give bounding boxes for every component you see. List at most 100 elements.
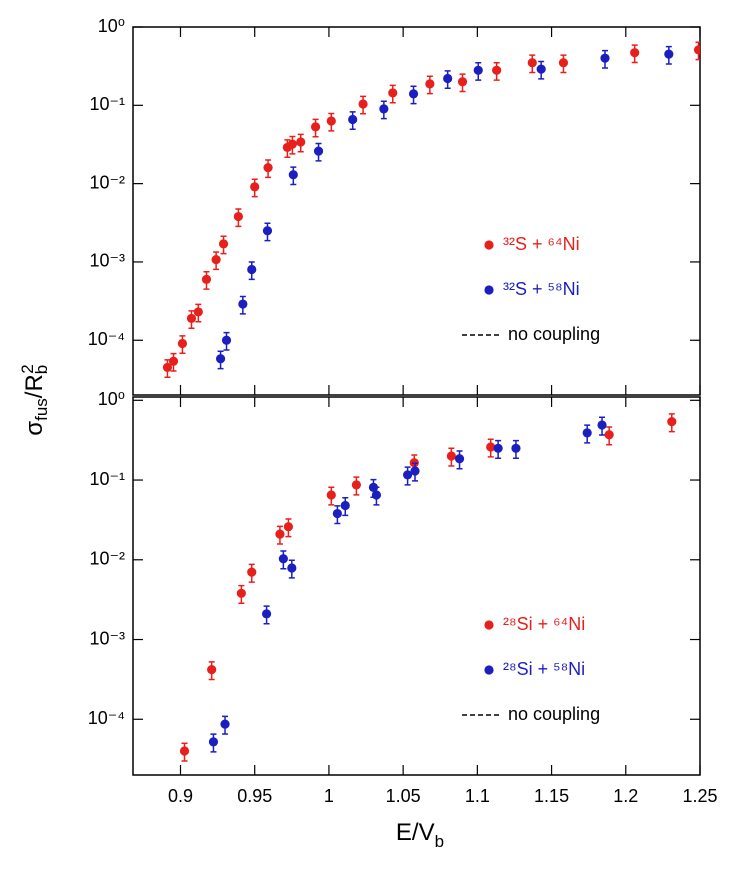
legend-label: no coupling <box>508 324 600 344</box>
data-point <box>332 508 342 519</box>
y-tick-label: 10⁻¹ <box>89 94 125 114</box>
data-point <box>278 554 288 564</box>
y-axis-label-part: /R <box>21 374 48 398</box>
data-point <box>664 49 674 59</box>
data-point <box>262 226 273 236</box>
data-point <box>402 470 413 480</box>
data-point <box>310 122 321 132</box>
data-point <box>247 264 257 275</box>
data-point <box>177 338 188 349</box>
x-tick-label: 1.2 <box>613 786 638 806</box>
data-point <box>600 53 610 63</box>
legend-label: ³²S + ⁵⁸Ni <box>503 279 580 299</box>
data-point <box>261 609 272 619</box>
plot-area <box>162 41 700 378</box>
legend-label: ³²S + ⁶⁴Ni <box>503 234 580 254</box>
y-tick-label: 10⁻² <box>89 172 125 192</box>
x-tick-label: 1.15 <box>534 786 569 806</box>
legend-swatch <box>484 665 494 675</box>
plot-frame <box>132 396 701 776</box>
data-point <box>486 442 496 452</box>
data-point <box>220 719 230 729</box>
data-point <box>379 104 389 114</box>
data-point <box>162 362 173 373</box>
x-tick-label: 1 <box>324 786 334 806</box>
data-point <box>527 58 537 68</box>
data-point <box>233 211 243 222</box>
data-point <box>288 170 298 180</box>
data-point <box>493 443 503 453</box>
data-point <box>410 466 420 476</box>
data-point <box>283 522 294 532</box>
data-point <box>597 420 607 430</box>
data-point <box>247 567 257 577</box>
data-point <box>371 490 382 500</box>
data-point <box>193 307 203 317</box>
x-axis-label: E/Vb <box>396 819 444 851</box>
data-point <box>457 77 468 87</box>
data-point <box>446 451 456 461</box>
data-point <box>511 443 521 453</box>
data-point <box>667 417 677 427</box>
data-point <box>238 299 248 309</box>
y-axis-label: σfus/Rb2 <box>18 364 51 435</box>
data-point <box>313 146 324 156</box>
data-point <box>287 139 298 149</box>
data-point <box>221 335 232 345</box>
y-axis-label-part: 2 <box>18 364 37 373</box>
data-point <box>275 529 285 539</box>
data-point <box>287 563 297 573</box>
x-tick-label: 1.25 <box>682 786 717 806</box>
data-point <box>168 356 179 366</box>
data-point <box>408 89 419 99</box>
data-point <box>215 354 226 364</box>
data-point <box>208 737 219 747</box>
data-point <box>296 137 306 147</box>
data-point <box>179 746 190 756</box>
plot-frame <box>132 26 701 396</box>
data-point <box>218 239 229 249</box>
legend-swatch <box>484 240 494 250</box>
y-tick-label: 10⁻⁴ <box>88 329 125 349</box>
y-tick-label: 10⁻¹ <box>89 469 125 489</box>
data-point <box>340 500 350 511</box>
data-point <box>236 588 246 598</box>
data-point <box>473 65 483 75</box>
x-axis-label-part: E/V <box>396 819 435 846</box>
data-point <box>207 664 217 675</box>
y-tick-label: 10⁻⁴ <box>88 708 125 728</box>
y-tick-label: 10⁰ <box>98 389 125 409</box>
y-tick-label: 10⁻³ <box>89 628 125 648</box>
data-point <box>425 79 435 89</box>
data-point <box>693 45 700 55</box>
y-axis-label-part: σ <box>21 421 48 436</box>
y-tick-label: 10⁻³ <box>89 251 125 271</box>
data-point <box>630 48 640 58</box>
legend-swatch <box>484 620 494 630</box>
data-point <box>250 182 260 192</box>
legend-swatch <box>484 285 494 295</box>
data-point <box>348 114 358 125</box>
data-point <box>388 88 398 98</box>
x-tick-label: 0.95 <box>237 786 272 806</box>
data-point <box>326 490 336 500</box>
data-point <box>536 64 546 74</box>
data-point <box>326 116 336 126</box>
x-tick-label: 0.9 <box>168 786 193 806</box>
y-tick-label: 10⁰ <box>98 16 125 36</box>
plot-area <box>179 413 677 762</box>
data-point <box>443 73 453 84</box>
data-point <box>351 480 361 490</box>
legend-label: ²⁸Si + ⁶⁴Ni <box>503 614 585 634</box>
legend-label: ²⁸Si + ⁵⁸Ni <box>503 659 585 679</box>
x-tick-label: 1.1 <box>465 786 490 806</box>
data-point <box>454 454 465 464</box>
data-point <box>186 313 197 324</box>
y-tick-label: 10⁻² <box>89 549 125 569</box>
data-point <box>358 99 368 109</box>
data-point <box>263 163 273 173</box>
legend-label: no coupling <box>508 704 600 724</box>
data-point <box>604 430 614 440</box>
